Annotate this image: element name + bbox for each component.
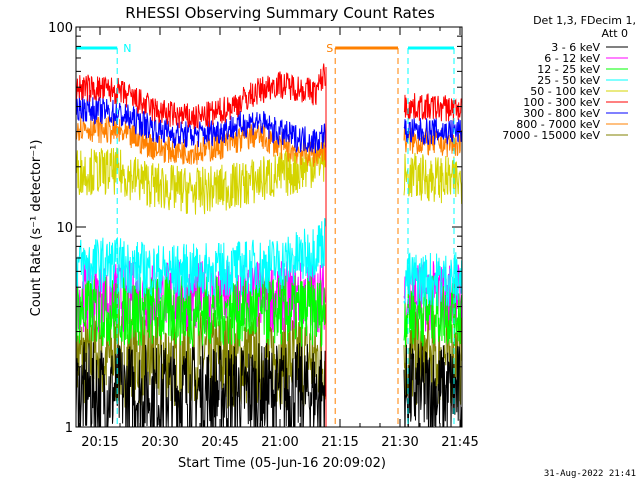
x-axis-label: Start Time (05-Jun-16 20:09:02) — [178, 456, 386, 471]
night-interval-2 — [407, 46, 455, 427]
series-line-4-seg-1 — [76, 218, 327, 300]
chart-title: RHESSI Observing Summary Count Rates — [125, 4, 435, 22]
y-tick-label: 10 — [56, 221, 73, 236]
y-axis-label: Count Rate (s⁻¹ detector⁻¹) — [29, 140, 44, 317]
legend-header-2: Att 0 — [602, 27, 628, 40]
legend-label-3: 12 - 25 keV — [537, 63, 600, 76]
series-line-1-seg-1 — [76, 341, 327, 427]
series-line-5-seg-2 — [403, 152, 462, 205]
legend-label-8: 800 - 7000 keV — [516, 118, 600, 131]
legend-label-1: 3 - 6 keV — [551, 41, 600, 54]
legend-label-4: 25 - 50 keV — [537, 74, 600, 87]
night-label: N — [123, 42, 131, 55]
y-tick-label: 1 — [65, 421, 73, 436]
series-line-1-seg-2 — [403, 342, 462, 427]
y-tick-label: 100 — [48, 21, 73, 36]
legend-label-7: 300 - 800 keV — [523, 107, 600, 120]
x-tick-label: 20:30 — [141, 435, 178, 450]
series-line-6-seg-2 — [403, 93, 462, 122]
series-line-5-seg-1 — [76, 136, 327, 215]
generation-timestamp: 31-Aug-2022 21:41 — [544, 469, 636, 479]
legend-label-9: 7000 - 15000 keV — [502, 129, 600, 142]
series-line-8-seg-2 — [403, 127, 462, 158]
legend-header-1: Det 1,3, FDecim 1, — [533, 14, 636, 27]
legend-label-6: 100 - 300 keV — [523, 96, 600, 109]
x-tick-label: 20:45 — [201, 435, 238, 450]
saa-label: S — [326, 42, 333, 55]
x-tick-label: 20:15 — [81, 435, 118, 450]
saa-interval-1: S — [326, 42, 399, 427]
legend-label-2: 6 - 12 keV — [544, 52, 600, 65]
x-tick-label: 21:00 — [261, 435, 298, 450]
series-group — [76, 63, 462, 427]
x-tick-label: 21:45 — [441, 435, 478, 450]
legend-label-5: 50 - 100 keV — [530, 85, 600, 98]
series-line-4-seg-2 — [403, 252, 462, 307]
x-tick-label: 21:30 — [381, 435, 418, 450]
series-line-7-seg-2 — [403, 117, 462, 145]
x-tick-label: 21:15 — [321, 435, 358, 450]
axes: 1 10 100 20:15 20:30 20:45 21:00 21:15 21:30 21:4… — [48, 21, 479, 450]
series-line-6-seg-1 — [76, 63, 327, 130]
